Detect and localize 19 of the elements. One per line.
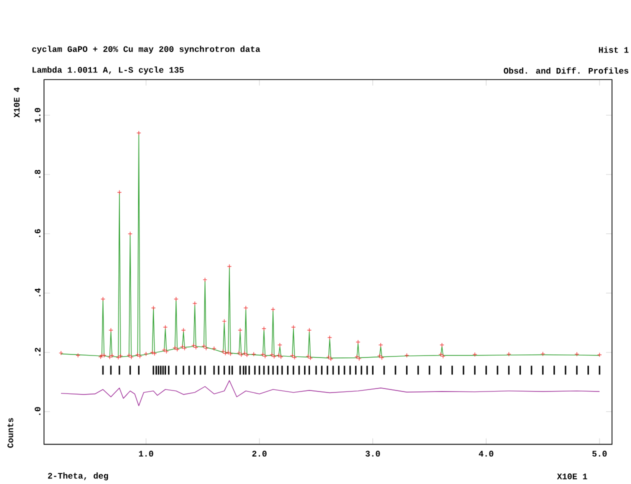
x-tick-label: 3.0: [366, 450, 380, 457]
x-tick-label: 5.0: [592, 450, 607, 457]
text: X10E 4: [14, 88, 20, 118]
y-tick-label: .0: [34, 407, 40, 415]
x-tick-label: 4.0: [478, 450, 494, 457]
x-tick-label: 2.0: [252, 450, 267, 457]
y-tick-label: 1.0: [34, 108, 40, 122]
text: Obsd. and Diff. Profiles: [504, 67, 628, 74]
y-axis-title: Counts: [7, 418, 14, 448]
text: Hist 1: [598, 46, 628, 53]
chart-title: cyclam GaPO + 20% Cu may 200 synchrotron data: [32, 46, 260, 54]
y-tick-label: .4: [34, 288, 40, 296]
chart-subtitle: Lambda 1.0011 A, L-S cycle 135: [32, 66, 184, 75]
y-tick-label: .2: [34, 348, 40, 356]
text: X10E 1: [557, 474, 588, 480]
x-tick-label: 1.0: [139, 450, 154, 457]
y-tick-label: .6: [34, 229, 40, 238]
y-tick-label: .8: [34, 170, 40, 178]
x-axis-title: 2-Theta, deg: [48, 472, 108, 481]
